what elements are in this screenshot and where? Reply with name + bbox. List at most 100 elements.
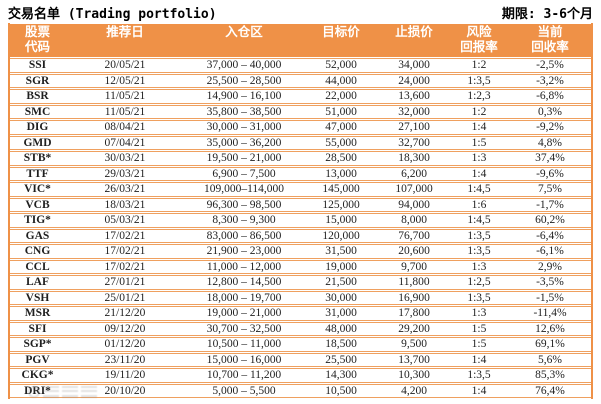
cell-current: -11,4% [509,306,591,321]
cell-date: 20/05/21 [65,58,185,73]
cell-entry: 11,000 – 12,000 [185,259,303,274]
cell-stop: 24,000 [379,73,449,88]
column-header-code: 股票 代码 [10,24,65,57]
cell-current: -1,5% [509,290,591,305]
cell-target: 25,500 [303,352,379,367]
cell-stop: 107,000 [379,182,449,197]
cell-date: 18/03/21 [65,197,185,212]
table-row: SFI 09/12/20 30,700 – 32,500 48,000 29,200 1:… [10,321,591,336]
cell-stop: 20,600 [379,244,449,259]
table-row: SGR 12/05/21 25,500 – 28,500 44,000 24,000 1:… [10,73,591,88]
cell-target: 31,000 [303,306,379,321]
cell-date: 17/02/21 [65,244,185,259]
cell-code: CNG [10,244,65,259]
cell-risk: 1:4,5 [449,213,509,228]
cell-risk: 1:5 [449,135,509,150]
cell-risk: 1:3,5 [449,228,509,243]
portfolio-table-container: 股票 代码 推荐日 入仓区 目标价 止损价 风险 回报率 当前 回收率 SSI 20/05/2… [8,23,593,399]
cell-date: 30/03/21 [65,151,185,166]
column-header-date: 推荐日 [65,24,185,57]
cell-date: 01/12/20 [65,337,185,352]
cell-risk: 1:5 [449,321,509,336]
cell-risk: 1:6 [449,197,509,212]
cell-risk: 1:2,5 [449,275,509,290]
cell-entry: 14,900 – 16,100 [185,89,303,104]
cell-risk: 1:3 [449,306,509,321]
cell-stop: 34,000 [379,58,449,73]
cell-current: 0,3% [509,104,591,119]
cell-stop: 27,100 [379,120,449,135]
cell-date: 25/01/21 [65,290,185,305]
cell-date: 17/02/21 [65,228,185,243]
column-header-current: 当前 回收率 [509,24,591,57]
cell-date: 09/12/20 [65,321,185,336]
cell-current: -6,4% [509,228,591,243]
cell-target: 15,000 [303,213,379,228]
cell-target: 31,500 [303,244,379,259]
table-row: VIC* 26/03/21 109,000–114,000 145,000 107,00… [10,182,591,197]
cell-date: 11/05/21 [65,89,185,104]
table-row: DIG 08/04/21 30,000 – 31,000 47,000 27,100 1:… [10,120,591,135]
cell-entry: 37,000 – 40,000 [185,58,303,73]
cell-code: SSI [10,58,65,73]
table-body: SSI 20/05/21 37,000 – 40,000 52,000 34,000 1:… [10,58,591,398]
cell-entry: 6,900 – 7,500 [185,166,303,181]
cell-risk: 1:3,5 [449,73,509,88]
cell-current: -1,7% [509,197,591,212]
period-label: 期限: 3-6个月 [501,7,593,22]
cell-target: 55,000 [303,135,379,150]
cell-code: SGR [10,73,65,88]
cell-code: SMC [10,104,65,119]
cell-target: 22,000 [303,89,379,104]
cell-stop: 76,700 [379,228,449,243]
cell-code: DIG [10,120,65,135]
cell-current: 12,6% [509,321,591,336]
cell-stop: 6,200 [379,166,449,181]
cell-risk: 1:3,5 [449,244,509,259]
cell-entry: 10,700 – 11,200 [185,368,303,383]
table-row: PGV 23/11/20 15,000 – 16,000 25,500 13,700 1:… [10,352,591,367]
table-row: SMC 11/05/21 35,800 – 38,500 51,000 32,000 1:… [10,104,591,119]
cell-target: 51,000 [303,104,379,119]
cell-risk: 1:4 [449,383,509,398]
cell-stop: 18,300 [379,151,449,166]
cell-entry: 8,300 – 9,300 [185,213,303,228]
cell-risk: 1:2 [449,58,509,73]
cell-current: -2,5% [509,58,591,73]
cell-target: 14,300 [303,368,379,383]
cell-stop: 29,200 [379,321,449,336]
cell-current: 60,2% [509,213,591,228]
cell-current: 85,3% [509,368,591,383]
cell-entry: 18,000 – 19,700 [185,290,303,305]
cell-stop: 8,000 [379,213,449,228]
cell-code: STB* [10,151,65,166]
table-row: VCB 18/03/21 96,300 – 98,500 125,000 94,000 1… [10,197,591,212]
cell-risk: 1:3,5 [449,368,509,383]
table-row: CNG 17/02/21 21,900 – 23,000 31,500 20,600 1:… [10,244,591,259]
cell-date: 20/10/20 [65,383,185,398]
cell-stop: 16,900 [379,290,449,305]
cell-stop: 9,700 [379,259,449,274]
cell-target: 145,000 [303,182,379,197]
cell-target: 44,000 [303,73,379,88]
column-header-entry: 入仓区 [185,24,303,57]
cell-code: SFI [10,321,65,336]
cell-stop: 32,700 [379,135,449,150]
cell-current: 76,4% [509,383,591,398]
cell-target: 18,500 [303,337,379,352]
cell-target: 13,000 [303,166,379,181]
cell-code: VIC* [10,182,65,197]
cell-code: CKG* [10,368,65,383]
cell-target: 28,500 [303,151,379,166]
cell-entry: 30,700 – 32,500 [185,321,303,336]
cell-risk: 1:3 [449,259,509,274]
cell-date: 12/05/21 [65,73,185,88]
cell-code: VSH [10,290,65,305]
cell-current: 5,6% [509,352,591,367]
cell-target: 21,500 [303,275,379,290]
table-row: SGP* 01/12/20 10,500 – 11,000 18,500 9,500 1:… [10,337,591,352]
cell-risk: 1:3 [449,151,509,166]
cell-date: 11/05/21 [65,104,185,119]
table-row: GAS 17/02/21 83,000 – 86,500 120,000 76,700 1… [10,228,591,243]
cell-date: 05/03/21 [65,213,185,228]
